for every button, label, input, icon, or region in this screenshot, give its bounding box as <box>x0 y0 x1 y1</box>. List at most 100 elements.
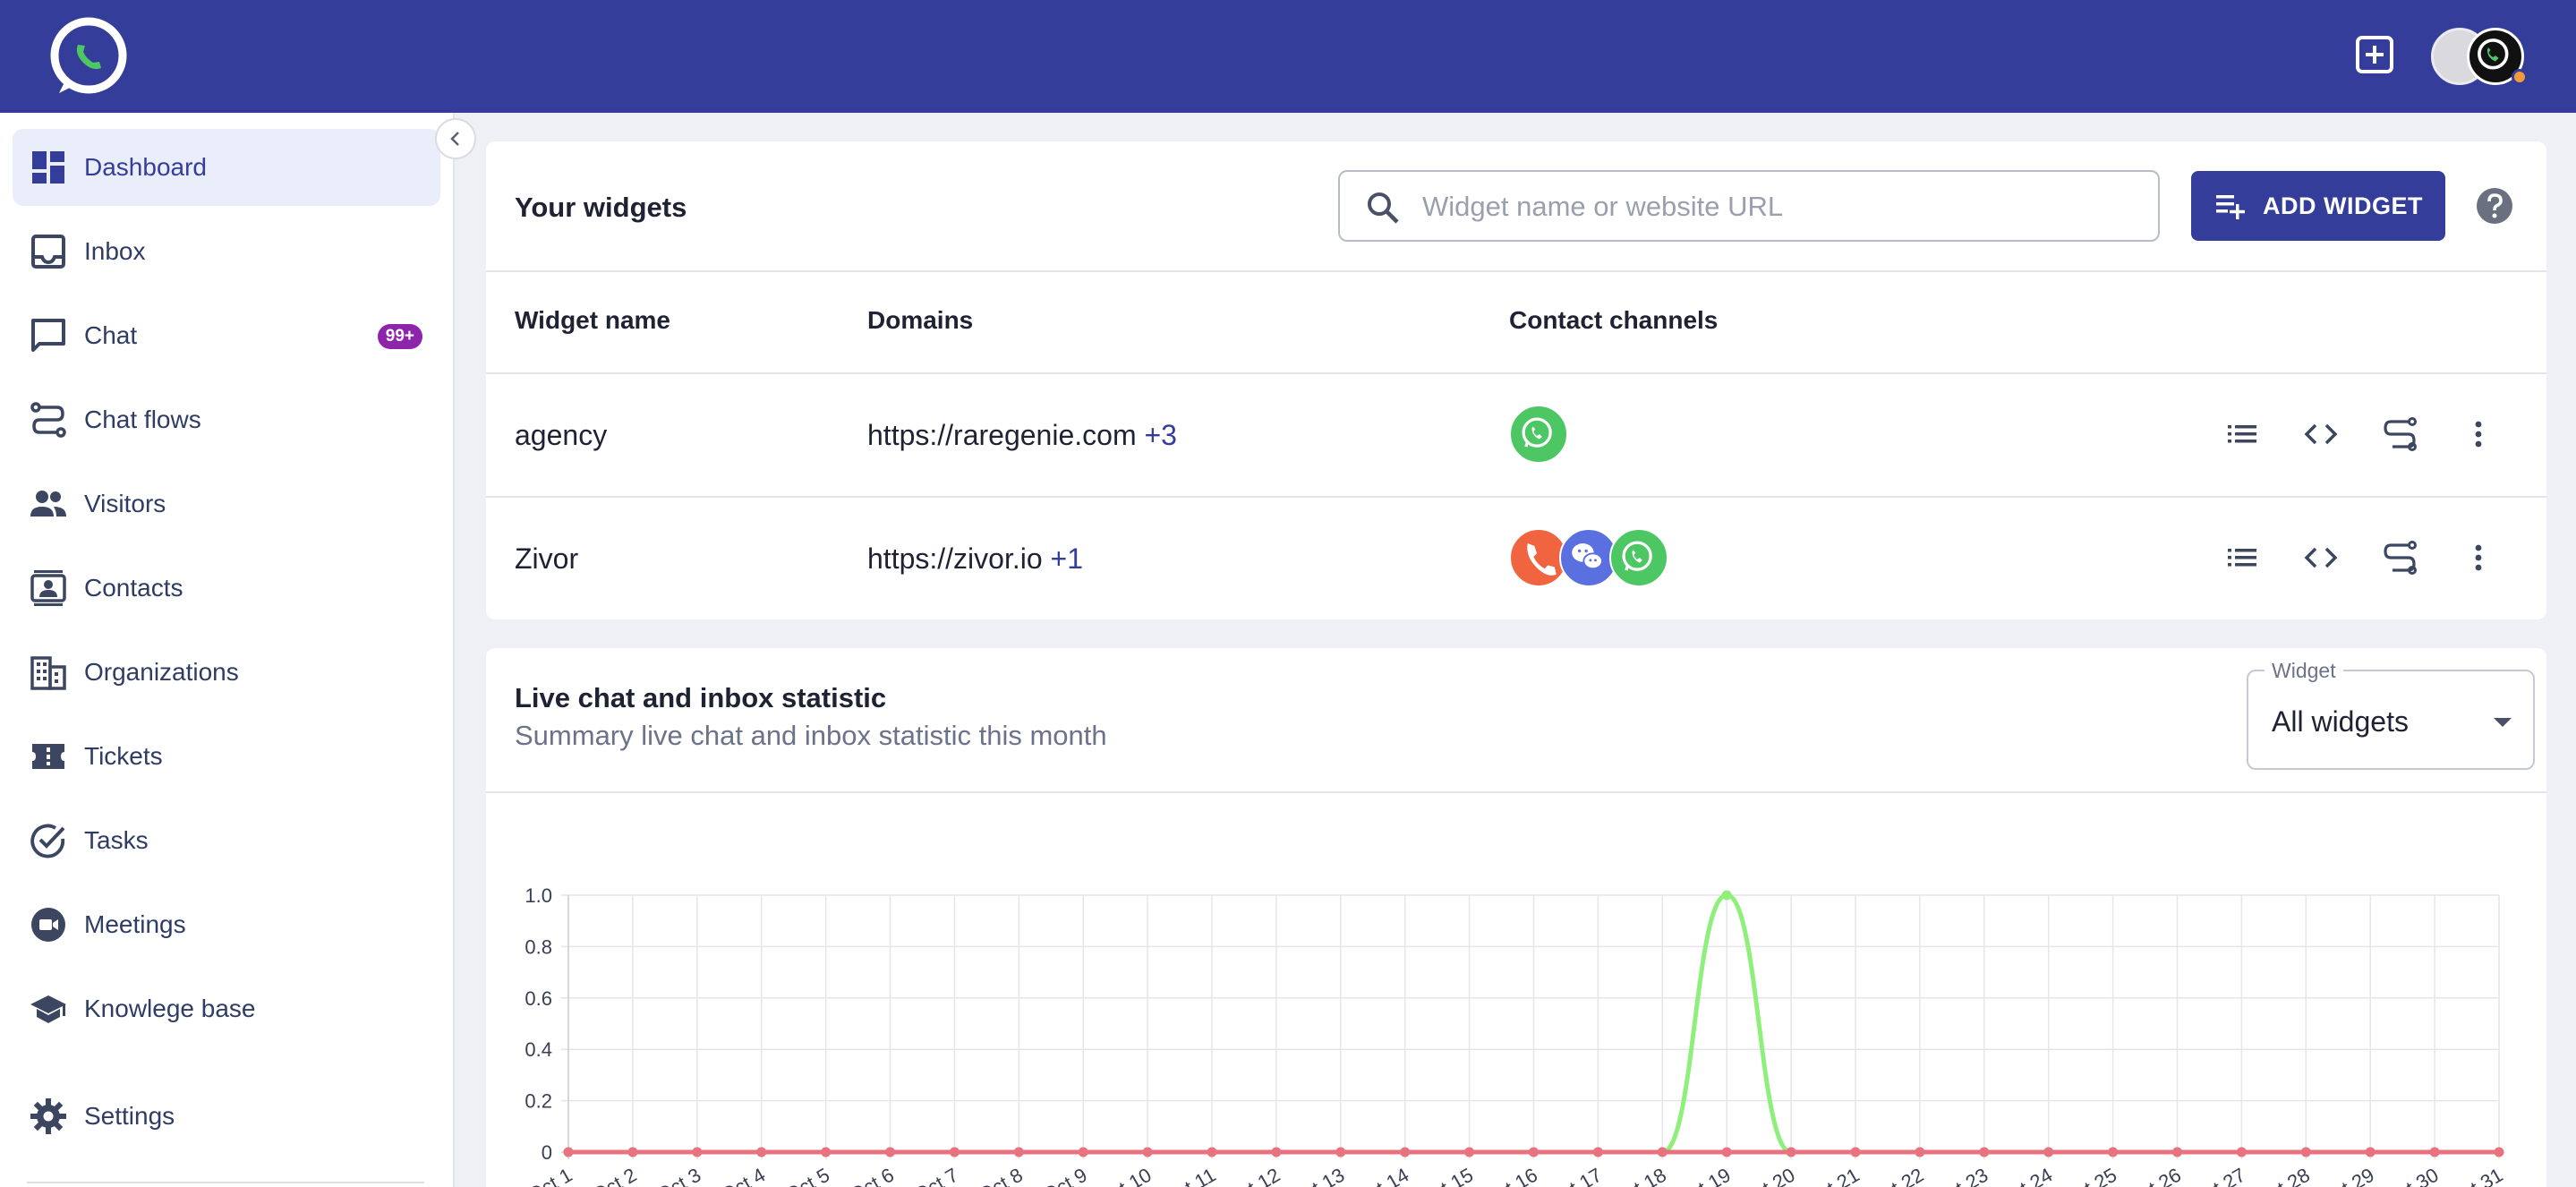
video-camera-icon <box>31 908 65 942</box>
search-input[interactable] <box>1422 184 2138 229</box>
x-tick-label: Oct 2 <box>588 1164 640 1187</box>
data-point <box>885 1147 895 1157</box>
sidebar-item-label: Inbox <box>84 237 146 265</box>
x-tick-label: Oct 21 <box>1802 1164 1864 1187</box>
data-point <box>1013 1147 1024 1157</box>
building-icon <box>30 656 66 690</box>
dropdown-arrow-icon <box>2494 718 2512 727</box>
sidebar-item-inbox[interactable]: Inbox <box>13 213 440 290</box>
data-point <box>2236 1147 2247 1157</box>
widget-domain[interactable]: https://zivor.io +1 <box>867 542 1083 576</box>
divider <box>486 791 2546 793</box>
x-tick-label: Oct 29 <box>2316 1164 2378 1187</box>
sidebar-item-chat[interactable]: Chat 99+ <box>13 297 440 374</box>
y-tick-label: 0.8 <box>525 935 552 958</box>
widget-name: agency <box>515 419 608 451</box>
collapse-sidebar-button[interactable] <box>435 118 476 159</box>
data-point <box>1529 1147 1539 1157</box>
flow-icon[interactable] <box>2380 414 2419 454</box>
sidebar-item-tasks[interactable]: Tasks <box>13 802 440 879</box>
data-point <box>2300 1147 2311 1157</box>
column-header-domains: Domains <box>867 306 974 334</box>
x-tick-label: Oct 9 <box>1039 1164 1091 1187</box>
more-vert-icon[interactable] <box>2459 414 2498 454</box>
school-icon <box>30 995 66 1023</box>
search-icon <box>1368 192 1399 224</box>
x-tick-label: Oct 19 <box>1673 1164 1735 1187</box>
data-point <box>1657 1147 1668 1157</box>
x-tick-label: Oct 10 <box>1094 1164 1156 1187</box>
statistics-title: Live chat and inbox statistic <box>515 682 887 713</box>
widgets-title: Your widgets <box>515 192 687 223</box>
x-tick-label: Oct 6 <box>846 1164 898 1187</box>
y-tick-label: 0.6 <box>525 987 552 1010</box>
x-tick-label: Oct 17 <box>1544 1164 1606 1187</box>
domain-extra-count: +3 <box>1144 419 1177 451</box>
x-tick-label: Oct 30 <box>2381 1164 2443 1187</box>
x-tick-label: Oct 27 <box>2188 1164 2249 1187</box>
add-widget-label: ADD WIDGET <box>2263 192 2423 219</box>
gear-icon <box>30 1098 66 1134</box>
code-icon[interactable] <box>2301 538 2341 577</box>
x-tick-label: Oct 14 <box>1352 1164 1413 1187</box>
data-point <box>627 1147 638 1157</box>
list-icon[interactable] <box>2222 538 2262 577</box>
more-vert-icon[interactable] <box>2459 538 2498 577</box>
widget-domain[interactable]: https://raregenie.com +3 <box>867 419 1177 452</box>
code-icon[interactable] <box>2301 414 2341 454</box>
sidebar-item-dashboard[interactable]: Dashboard <box>13 129 440 206</box>
chat-icon <box>31 319 65 352</box>
data-point <box>1786 1147 1796 1157</box>
y-tick-label: 0 <box>542 1141 552 1164</box>
domain-extra-count: +1 <box>1050 542 1084 575</box>
data-point <box>1850 1147 1861 1157</box>
data-point <box>1915 1147 1925 1157</box>
sidebar-item-label: Tasks <box>84 826 149 854</box>
sidebar-item-tickets[interactable]: Tickets <box>13 718 440 795</box>
help-icon[interactable] <box>2475 186 2514 226</box>
task-check-icon <box>30 824 65 858</box>
sidebar-divider <box>27 1182 424 1183</box>
sidebar-item-organizations[interactable]: Organizations <box>13 634 440 711</box>
x-tick-label: Oct 23 <box>1931 1164 1992 1187</box>
x-tick-label: Oct 24 <box>1995 1164 2057 1187</box>
sidebar-item-meetings[interactable]: Meetings <box>13 886 440 963</box>
data-point <box>1592 1147 1603 1157</box>
top-app-bar <box>0 0 2576 113</box>
flow-icon[interactable] <box>2380 538 2419 577</box>
add-widget-button[interactable]: ADD WIDGET <box>2191 171 2445 241</box>
widget-select-legend: Widget <box>2265 659 2343 683</box>
widget-select-value: All widgets <box>2272 705 2409 738</box>
chat-logo-icon[interactable] <box>47 14 131 98</box>
x-tick-label: Oct 16 <box>1480 1164 1541 1187</box>
x-tick-label: Oct 13 <box>1287 1164 1349 1187</box>
sidebar-item-visitors[interactable]: Visitors <box>13 465 440 542</box>
x-tick-label: Oct 22 <box>1866 1164 1928 1187</box>
user-avatar[interactable] <box>2431 28 2529 85</box>
sidebar-item-settings[interactable]: Settings <box>13 1078 440 1155</box>
divider <box>486 372 2546 374</box>
x-tick-label: Oct 4 <box>717 1164 769 1187</box>
sidebar-item-contacts[interactable]: Contacts <box>13 550 440 627</box>
add-box-icon[interactable] <box>2354 34 2395 75</box>
sidebar-item-chat-flows[interactable]: Chat flows <box>13 381 440 458</box>
x-tick-label: Oct 12 <box>1223 1164 1284 1187</box>
data-point <box>1207 1147 1217 1157</box>
domain-text: https://raregenie.com <box>867 419 1137 451</box>
x-tick-label: Oct 8 <box>975 1164 1027 1187</box>
widget-select[interactable]: Widget All widgets <box>2247 659 2535 770</box>
widget-search[interactable] <box>1338 170 2160 242</box>
whatsapp-channel-icon <box>1509 405 1568 464</box>
flow-icon <box>30 402 66 438</box>
list-icon[interactable] <box>2222 414 2262 454</box>
chevron-left-icon <box>450 132 459 146</box>
x-tick-label: Oct 15 <box>1415 1164 1477 1187</box>
sidebar-item-label: Knowlege base <box>84 995 256 1022</box>
data-point <box>563 1147 574 1157</box>
sidebar-item-knowledge-base[interactable]: Knowlege base <box>13 970 440 1047</box>
phone-channel-icon <box>1509 528 1568 587</box>
data-point <box>949 1147 960 1157</box>
inbox-icon <box>31 235 65 269</box>
x-tick-label: Oct 1 <box>524 1164 576 1187</box>
x-tick-label: Oct 7 <box>910 1164 962 1187</box>
